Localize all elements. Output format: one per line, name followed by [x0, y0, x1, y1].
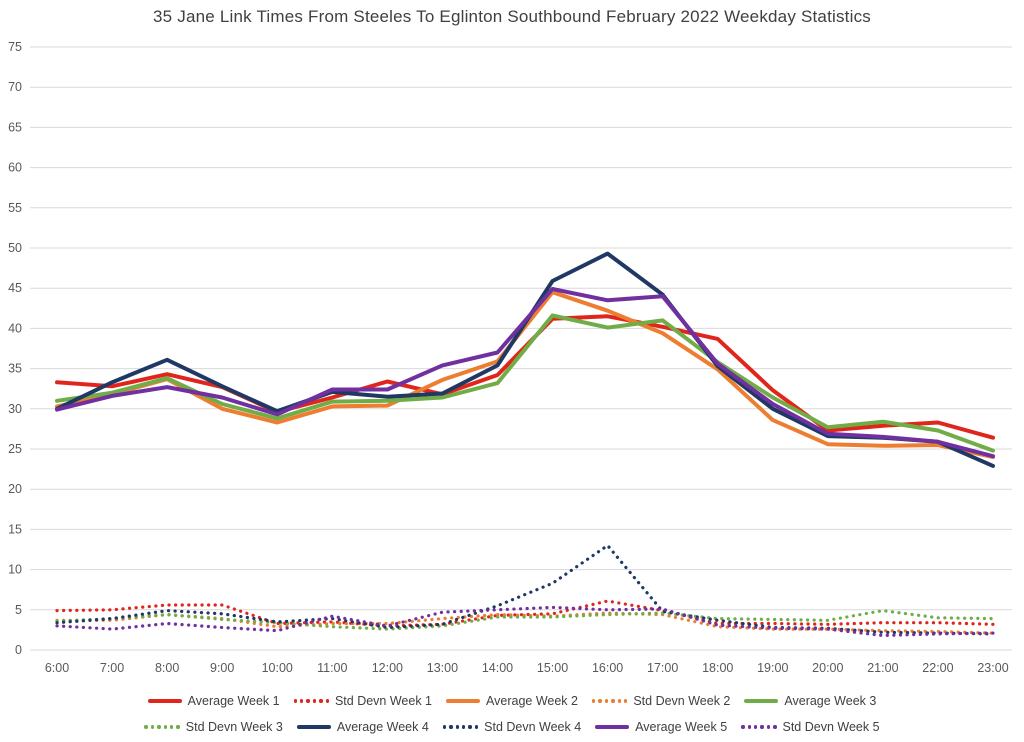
series-line-average-week-1	[55, 314, 995, 440]
x-axis-tick-label: 21:00	[867, 661, 898, 675]
x-axis-tick-label: 12:00	[372, 661, 403, 675]
y-axis-tick-label: 45	[8, 281, 22, 295]
legend-item-std-devn-week-4: Std Devn Week 4	[442, 720, 582, 734]
series-line-average-week-3	[55, 313, 995, 453]
y-axis-tick-label: 20	[8, 482, 22, 496]
x-axis-tick-label: 19:00	[757, 661, 788, 675]
legend-label: Average Week 1	[187, 694, 280, 708]
x-axis-tick-label: 23:00	[977, 661, 1008, 675]
x-axis-tick-label: 13:00	[427, 661, 458, 675]
legend-item-average-week-2: Average Week 2	[446, 694, 578, 708]
y-axis-tick-label: 30	[8, 402, 22, 416]
series-line-std-devn-week-3	[55, 608, 995, 631]
legend-solid-line-marker	[296, 725, 331, 729]
y-axis-tick-label: 35	[8, 362, 22, 376]
x-axis-tick-label: 10:00	[262, 661, 293, 675]
series-line-std-devn-week-1	[55, 599, 995, 628]
y-axis-tick-label: 5	[15, 603, 22, 617]
y-axis-tick-label: 10	[8, 563, 22, 577]
x-axis-tick-label: 17:00	[647, 661, 678, 675]
y-axis-tick-label: 60	[8, 161, 22, 175]
series-line-std-devn-week-2	[55, 611, 995, 635]
legend-item-average-week-4: Average Week 4	[296, 720, 429, 734]
legend-row: Std Devn Week 3 Average Week 4 Std Devn We…	[0, 720, 1024, 734]
legend-item-average-week-1: Average Week 1	[147, 694, 280, 708]
legend-dotted-line-marker	[442, 725, 479, 729]
legend-solid-line-marker	[595, 725, 630, 729]
y-axis-tick-label: 70	[8, 80, 22, 94]
legend-solid-line-marker	[147, 699, 182, 703]
legend-label: Std Devn Week 2	[633, 694, 731, 708]
legend-item-std-devn-week-5: Std Devn Week 5	[741, 720, 880, 734]
x-axis-tick-label: 16:00	[592, 661, 623, 675]
legend-dotted-line-marker	[591, 699, 628, 703]
x-axis-tick-label: 11:00	[317, 661, 347, 675]
y-axis-tick-label: 55	[8, 201, 22, 215]
x-axis-tick-label: 18:00	[702, 661, 733, 675]
legend-label: Std Devn Week 3	[185, 720, 283, 734]
series-line-average-week-5	[55, 287, 995, 459]
legend-label: Std Devn Week 5	[782, 720, 880, 734]
y-axis-tick-label: 50	[8, 241, 22, 255]
legend-dotted-line-marker	[741, 725, 777, 729]
x-axis-tick-label: 22:00	[922, 661, 953, 675]
legend-item-std-devn-week-3: Std Devn Week 3	[144, 720, 283, 734]
x-axis-tick-label: 7:00	[100, 661, 124, 675]
legend-label: Average Week 3	[784, 694, 877, 708]
legend-dotted-line-marker	[293, 699, 329, 703]
legend-solid-line-marker	[446, 699, 481, 703]
x-axis-tick-label: 14:00	[482, 661, 513, 675]
y-axis-tick-label: 25	[8, 442, 22, 456]
x-axis-tick-label: 6:00	[45, 661, 69, 675]
legend-label: Std Devn Week 1	[334, 694, 433, 708]
legend-row: Average Week 1 Std Devn Week 1 Average Wee…	[0, 694, 1024, 708]
legend-item-std-devn-week-1: Std Devn Week 1	[293, 694, 433, 708]
y-axis-tick-label: 65	[8, 120, 22, 134]
series-line-std-devn-week-4	[55, 543, 995, 636]
y-axis-tick-label: 0	[15, 643, 22, 657]
legend-label: Std Devn Week 4	[484, 720, 582, 734]
legend-label: Average Week 2	[486, 694, 578, 708]
legend-dotted-line-marker	[144, 725, 180, 729]
legend-item-std-devn-week-2: Std Devn Week 2	[591, 694, 731, 708]
legend-item-average-week-3: Average Week 3	[744, 694, 876, 708]
legend-label: Average Week 5	[635, 720, 728, 734]
legend-item-average-week-5: Average Week 5	[595, 720, 727, 734]
chart-title: 35 Jane Link Times From Steeles To Eglin…	[153, 7, 871, 26]
x-axis-tick-label: 15:00	[537, 661, 568, 675]
x-axis-tick-label: 8:00	[155, 661, 179, 675]
y-axis-tick-label: 15	[8, 522, 22, 536]
x-axis-tick-label: 20:00	[812, 661, 843, 675]
x-axis-tick-label: 9:00	[210, 661, 234, 675]
y-axis-tick-label: 75	[8, 40, 22, 54]
legend-label: Average Week 4	[336, 720, 429, 734]
y-axis-tick-label: 40	[8, 321, 22, 335]
legend-solid-line-marker	[744, 699, 779, 703]
